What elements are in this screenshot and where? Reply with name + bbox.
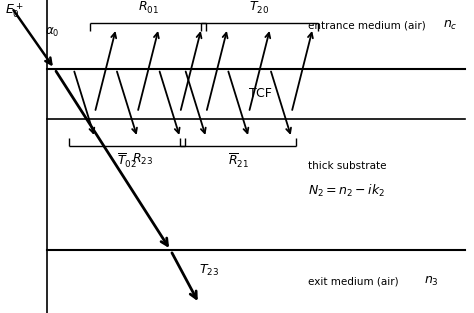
Text: TCF: TCF [249,87,272,100]
Text: exit medium (air): exit medium (air) [308,277,402,287]
Text: $N_2=n_2-ik_2$: $N_2=n_2-ik_2$ [308,183,385,199]
Text: $\overline{R}_{21}$: $\overline{R}_{21}$ [228,152,249,170]
Text: $E_0^+$: $E_0^+$ [5,2,24,20]
Text: $\overline{R}_{01}$: $\overline{R}_{01}$ [137,0,159,16]
Text: $\alpha_0$: $\alpha_0$ [45,26,59,39]
Text: $\overline{T}_{02}$: $\overline{T}_{02}$ [117,152,137,170]
Text: $n_3$: $n_3$ [424,275,439,288]
Text: thick substrate: thick substrate [308,161,387,171]
Text: entrance medium (air): entrance medium (air) [308,20,429,30]
Text: $T_{23}$: $T_{23}$ [199,263,219,278]
Text: $n_c$: $n_c$ [443,18,458,32]
Text: $R_{23}$: $R_{23}$ [131,152,153,167]
Text: $\overline{T}_{20}$: $\overline{T}_{20}$ [249,0,270,16]
